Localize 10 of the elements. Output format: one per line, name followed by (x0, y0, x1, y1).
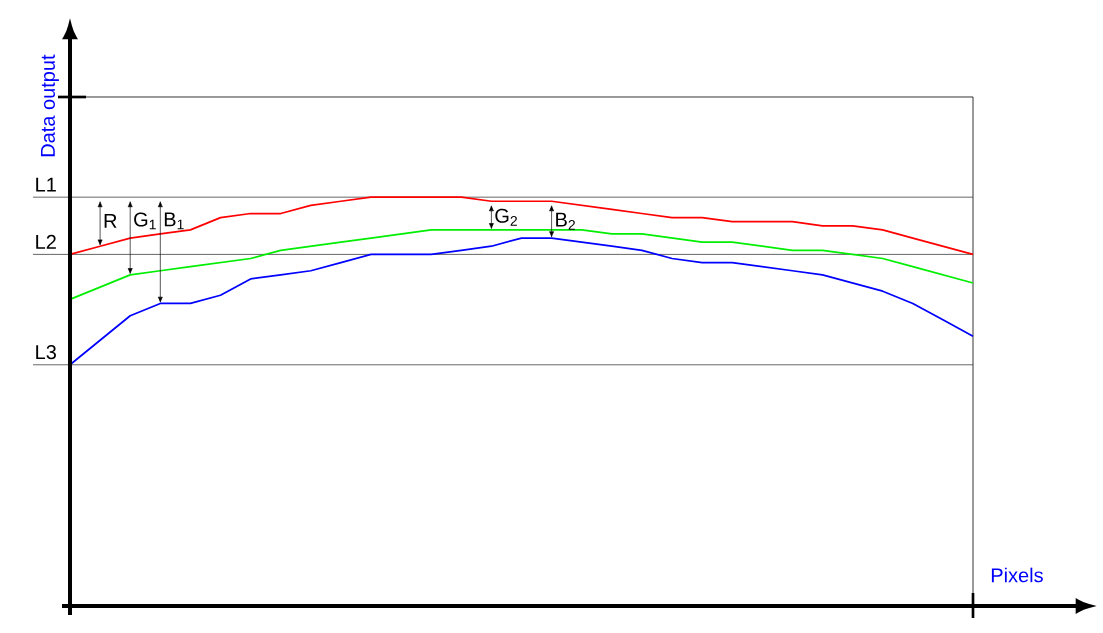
ref-line-label: L1 (36, 177, 56, 192)
annotation: B$_{1}$ (164, 212, 184, 230)
annotation: G$_{1}$ (134, 212, 156, 230)
annotation: G$_{2}$ (495, 208, 517, 226)
annotation: B$_{2}$ (556, 212, 575, 230)
ref-line-label: L2 (36, 234, 56, 249)
annotation: R (104, 214, 117, 228)
x-axis-title: Pixels (991, 567, 1043, 583)
ref-line-label: L3 (36, 345, 56, 360)
y-axis-title: Data output (41, 54, 59, 157)
